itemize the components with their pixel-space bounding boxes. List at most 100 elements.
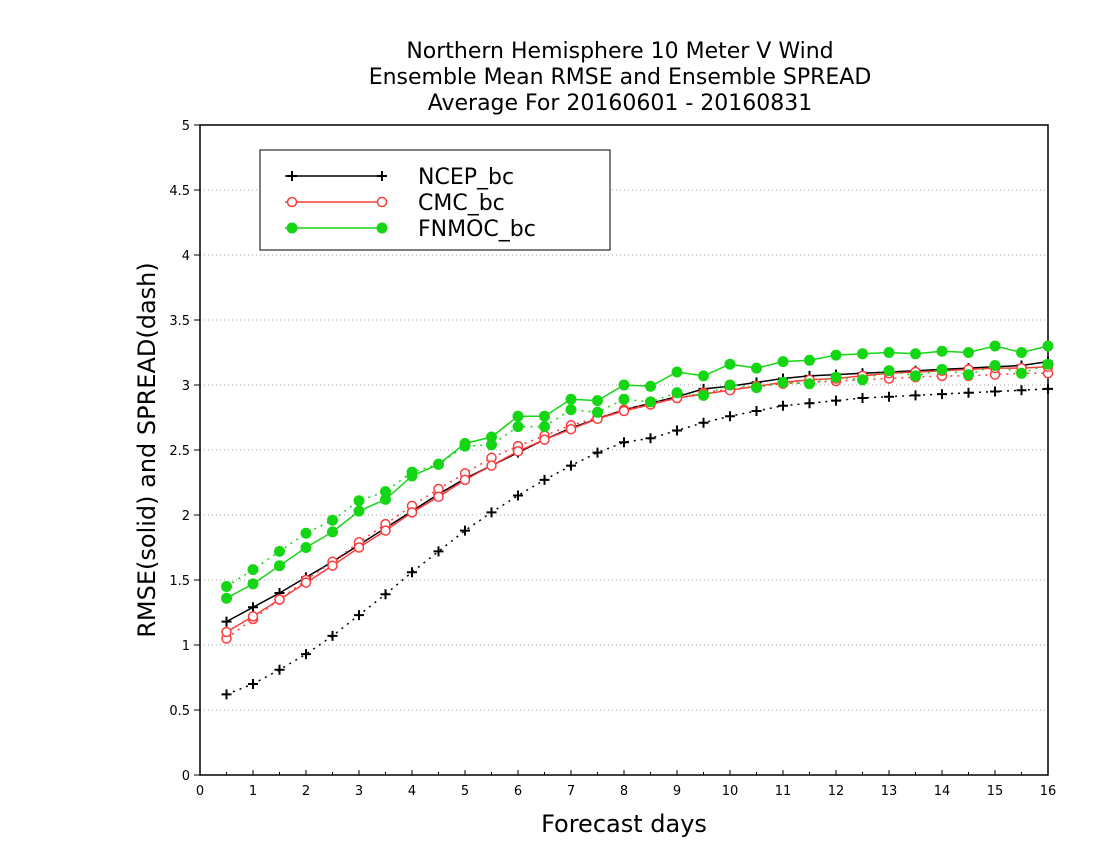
point-ncep-bc-spread: [910, 390, 921, 401]
point-fnmoc-bc-spread: [751, 382, 762, 394]
y-tick-label-7: 3.5: [169, 314, 190, 329]
point-ncep-bc-spread: [1043, 383, 1053, 394]
point-cmc-bc-rmse: [486, 460, 497, 471]
point-fnmoc-bc-rmse: [910, 348, 921, 360]
series-ncep-bc-spread: [221, 383, 1053, 700]
point-fnmoc-bc-spread: [300, 527, 312, 539]
point-fnmoc-bc-rmse: [963, 347, 974, 358]
line-cmc-bc-spread: [226, 372, 1048, 640]
point-fnmoc-bc-rmse: [221, 592, 232, 604]
point-fnmoc-bc-rmse: [857, 348, 868, 360]
y-tick-label-5: 2.5: [169, 444, 190, 459]
point-ncep-bc-spread: [433, 546, 444, 557]
y-tick-label-3: 1.5: [169, 574, 190, 589]
x-tick-label-1: 1: [249, 784, 257, 799]
point-ncep-bc-spread: [831, 395, 841, 406]
x-tick-label-7: 7: [567, 784, 575, 799]
point-fnmoc-bc-rmse: [698, 370, 709, 382]
series-layer: [221, 340, 1054, 700]
legend-item-ncep-bc: NCEP_bc: [285, 165, 514, 190]
point-cmc-bc-rmse: [353, 542, 365, 553]
y-tick-label-4: 2: [182, 509, 190, 524]
y-tick-label-10: 5: [182, 119, 190, 134]
point-fnmoc-bc-rmse: [380, 493, 391, 505]
point-fnmoc-bc-spread: [698, 389, 709, 401]
point-fnmoc-bc-rmse: [645, 380, 656, 392]
point-cmc-bc-rmse: [300, 577, 312, 588]
point-fnmoc-bc-rmse: [804, 354, 815, 366]
point-fnmoc-bc-spread: [539, 421, 550, 433]
point-fnmoc-bc-rmse: [433, 458, 444, 470]
point-fnmoc-bc-spread: [247, 564, 259, 576]
point-fnmoc-bc-spread: [936, 363, 948, 375]
point-fnmoc-bc-rmse: [539, 410, 550, 422]
x-tick-label-11: 11: [775, 784, 792, 799]
point-fnmoc-bc-spread: [989, 360, 1001, 371]
point-fnmoc-bc-rmse: [724, 358, 736, 370]
point-fnmoc-bc-spread: [830, 371, 842, 383]
x-axis-label: Forecast days: [541, 810, 707, 838]
point-fnmoc-bc-rmse: [327, 526, 338, 538]
legend-marker-left-ncep-bc: [287, 171, 297, 181]
point-fnmoc-bc-spread: [671, 387, 683, 399]
point-cmc-bc-rmse: [512, 446, 524, 457]
x-tick-label-13: 13: [881, 784, 898, 799]
point-fnmoc-bc-spread: [353, 495, 365, 507]
x-tick-label-12: 12: [828, 784, 845, 799]
point-ncep-bc-spread: [407, 567, 417, 578]
legend-marker-right-ncep-bc: [377, 171, 387, 181]
y-tick-label-9: 4.5: [169, 184, 190, 199]
point-ncep-bc-spread: [513, 490, 523, 501]
point-fnmoc-bc-rmse: [777, 356, 789, 368]
point-cmc-bc-rmse: [327, 560, 338, 571]
y-axis: 0 0.5 1 1.5 2 2.5 3 3.5 4 4.5 5: [169, 119, 200, 784]
point-fnmoc-bc-rmse: [300, 542, 312, 553]
y-tick-label-1: 0.5: [169, 704, 190, 719]
y-axis-label: RMSE(solid) and SPREAD(dash): [133, 262, 161, 638]
point-cmc-bc-rmse: [539, 434, 550, 445]
point-fnmoc-bc-rmse: [353, 505, 365, 517]
x-axis: 0 1 2 3 4 5 6 7 8 9 10 11 12 13 14 15 16: [196, 770, 1056, 799]
point-ncep-bc-spread: [354, 610, 364, 621]
point-ncep-bc-spread: [301, 649, 311, 660]
x-tick-label-9: 9: [673, 784, 681, 799]
chart-title: Northern Hemisphere 10 Meter V Wind Ense…: [369, 39, 872, 116]
series-fnmoc-bc-spread: [221, 358, 1054, 592]
point-ncep-bc-rmse: [221, 616, 232, 627]
point-ncep-bc-spread: [486, 507, 497, 518]
point-ncep-bc-spread: [592, 447, 603, 458]
y-tick-label-0: 0: [182, 769, 190, 784]
point-fnmoc-bc-rmse: [936, 345, 948, 357]
y-tick-label-6: 3: [182, 379, 190, 394]
point-ncep-bc-spread: [460, 525, 470, 536]
legend-box: [259, 149, 611, 251]
x-tick-label-10: 10: [722, 784, 739, 799]
point-fnmoc-bc-rmse: [459, 438, 471, 449]
point-fnmoc-bc-spread: [645, 396, 656, 408]
point-ncep-bc-spread: [274, 664, 285, 675]
legend-label-fnmoc-bc: FNMOC_bc: [418, 217, 536, 242]
point-fnmoc-bc-spread: [857, 374, 868, 386]
point-ncep-bc-spread: [327, 630, 338, 641]
legend-marker-left-fnmoc-bc: [286, 222, 298, 234]
point-fnmoc-bc-spread: [1042, 358, 1054, 370]
point-cmc-bc-rmse: [247, 611, 259, 622]
point-ncep-bc-spread: [1016, 385, 1027, 396]
point-ncep-bc-spread: [566, 460, 576, 471]
point-ncep-bc-spread: [990, 386, 1000, 397]
point-fnmoc-bc-rmse: [406, 470, 418, 482]
point-cmc-bc-rmse: [618, 405, 630, 417]
point-ncep-bc-rmse: [248, 602, 258, 613]
point-fnmoc-bc-rmse: [247, 578, 259, 590]
point-fnmoc-bc-rmse: [565, 393, 577, 405]
point-fnmoc-bc-rmse: [1042, 340, 1054, 352]
point-ncep-bc-spread: [804, 398, 815, 409]
point-cmc-bc-rmse: [459, 474, 471, 486]
point-fnmoc-bc-rmse: [618, 379, 630, 391]
x-tick-label-8: 8: [620, 784, 628, 799]
point-cmc-bc-rmse: [565, 423, 577, 435]
point-fnmoc-bc-spread: [618, 393, 630, 405]
title-line-3: Average For 20160601 - 20160831: [428, 91, 813, 116]
